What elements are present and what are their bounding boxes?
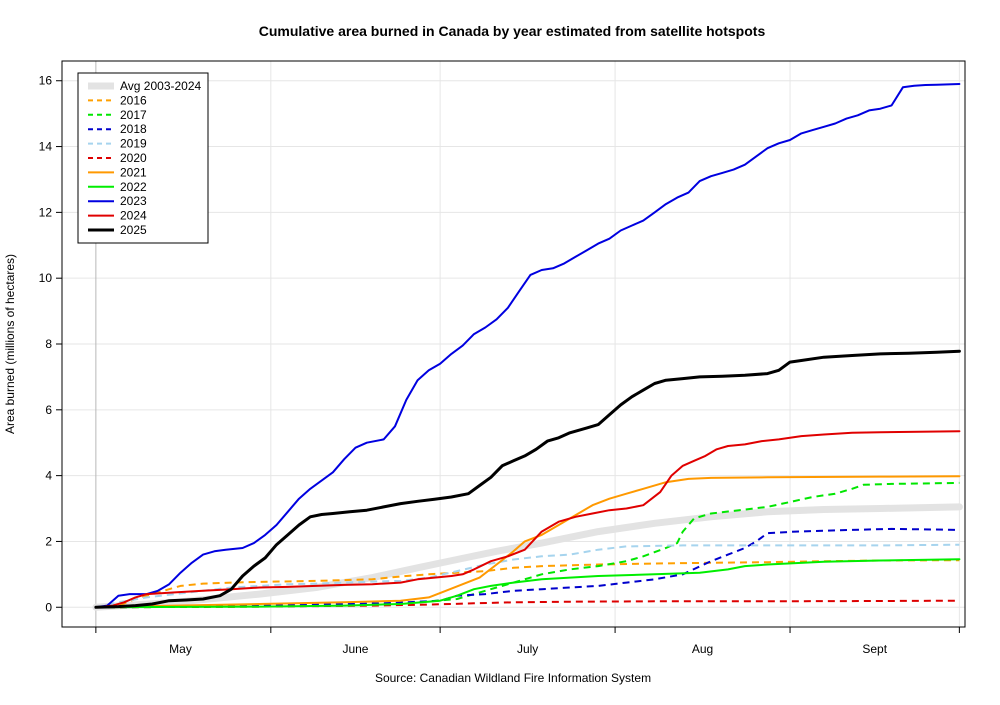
legend-label: Avg 2003-2024 bbox=[120, 79, 202, 93]
legend-label: 2019 bbox=[120, 137, 147, 151]
y-tick-label: 4 bbox=[45, 469, 52, 483]
x-tick-label: May bbox=[169, 642, 192, 656]
legend-label: 2024 bbox=[120, 209, 147, 223]
x-axis: May June July Aug Sept bbox=[95, 627, 960, 656]
series-line bbox=[95, 559, 960, 609]
legend-label: 2017 bbox=[120, 108, 147, 122]
series-line bbox=[94, 349, 961, 609]
series-lines bbox=[92, 83, 963, 611]
x-tick-label: Sept bbox=[862, 642, 887, 656]
chart-title: Cumulative area burned in Canada by year… bbox=[259, 23, 766, 39]
legend-label: 2020 bbox=[120, 151, 147, 165]
legend-label: 2021 bbox=[120, 165, 147, 179]
legend-label: 2025 bbox=[120, 223, 147, 237]
source-caption: Source: Canadian Wildland Fire Informati… bbox=[375, 671, 651, 685]
series-line bbox=[94, 430, 961, 609]
y-axis: 0 2 4 6 8 10 12 14 16 bbox=[39, 74, 62, 614]
series-line bbox=[94, 475, 961, 609]
y-axis-label: Area burned (millions of hectares) bbox=[3, 254, 17, 434]
series-line bbox=[95, 599, 960, 609]
y-tick-label: 6 bbox=[45, 403, 52, 417]
legend-label: 2016 bbox=[120, 93, 147, 107]
legend-label: 2018 bbox=[120, 122, 147, 136]
series-line bbox=[94, 558, 961, 609]
series-line bbox=[94, 83, 961, 609]
y-tick-label: 14 bbox=[39, 140, 53, 154]
y-tick-label: 8 bbox=[45, 337, 52, 351]
y-tick-label: 16 bbox=[39, 74, 53, 88]
x-tick-label: Aug bbox=[692, 642, 713, 656]
y-tick-label: 12 bbox=[39, 205, 53, 219]
y-tick-label: 0 bbox=[45, 600, 52, 614]
x-tick-label: June bbox=[342, 642, 368, 656]
legend-label: 2022 bbox=[120, 180, 147, 194]
legend-label: 2023 bbox=[120, 194, 147, 208]
x-tick-label: July bbox=[517, 642, 538, 656]
series-line bbox=[95, 527, 960, 609]
series-line bbox=[95, 481, 960, 609]
y-tick-label: 2 bbox=[45, 534, 52, 548]
series-line bbox=[95, 543, 960, 609]
legend: Avg 2003-2024201620172018201920202021202… bbox=[77, 72, 209, 244]
y-tick-label: 10 bbox=[39, 271, 53, 285]
gridlines bbox=[62, 61, 965, 627]
